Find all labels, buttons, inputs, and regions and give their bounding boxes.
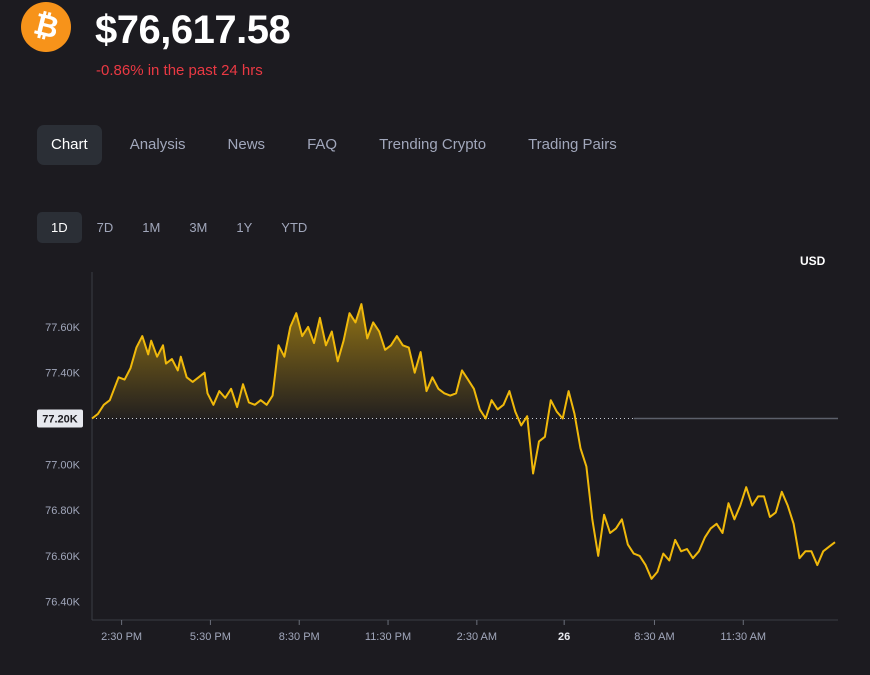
y-tick-label: 76.60K — [45, 551, 81, 563]
x-tick-label: 2:30 AM — [457, 631, 497, 643]
bitcoin-icon: ₿ — [21, 2, 71, 52]
time-range-selector: 1D 7D 1M 3M 1Y YTD — [37, 212, 322, 243]
tab-trending-crypto[interactable]: Trending Crypto — [379, 136, 487, 153]
price-change-24h: -0.86% in the past 24 hrs — [96, 62, 263, 79]
baseline-label-box — [37, 409, 83, 428]
y-tick-label: 76.80K — [45, 505, 81, 517]
x-tick-label: 8:30 AM — [634, 631, 674, 643]
range-ytd[interactable]: YTD — [281, 220, 308, 235]
x-tick-label: 11:30 AM — [720, 631, 766, 643]
range-7d[interactable]: 7D — [96, 220, 114, 235]
tab-trading-pairs[interactable]: Trading Pairs — [528, 136, 617, 153]
y-tick-label: 77.40K — [45, 368, 81, 380]
currency-label: USD — [800, 254, 826, 268]
x-tick-label: 8:30 PM — [279, 631, 320, 643]
x-tick-label: 26 — [558, 631, 570, 643]
price-value: $76,617.58 — [95, 8, 291, 52]
range-1y[interactable]: 1Y — [236, 220, 253, 235]
tab-news[interactable]: News — [227, 136, 266, 153]
tab-chart[interactable]: Chart — [37, 125, 102, 165]
x-tick-label: 5:30 PM — [190, 631, 231, 643]
tab-faq[interactable]: FAQ — [307, 136, 338, 153]
price-line — [91, 303, 836, 580]
range-1d[interactable]: 1D — [37, 212, 82, 243]
y-tick-label: 76.40K — [45, 597, 81, 609]
tab-analysis[interactable]: Analysis — [129, 136, 186, 153]
y-tick-label: 77.60K — [45, 322, 81, 334]
x-tick-label: 2:30 PM — [101, 631, 142, 643]
section-tabs: Chart Analysis News FAQ Trending Crypto … — [37, 125, 645, 165]
price-area-fill — [92, 304, 486, 419]
range-3m[interactable]: 3M — [189, 220, 208, 235]
x-tick-label: 11:30 PM — [365, 631, 411, 643]
range-1m[interactable]: 1M — [142, 220, 161, 235]
y-tick-label: 77.00K — [45, 459, 81, 471]
baseline-label: 77.20K — [42, 414, 78, 426]
